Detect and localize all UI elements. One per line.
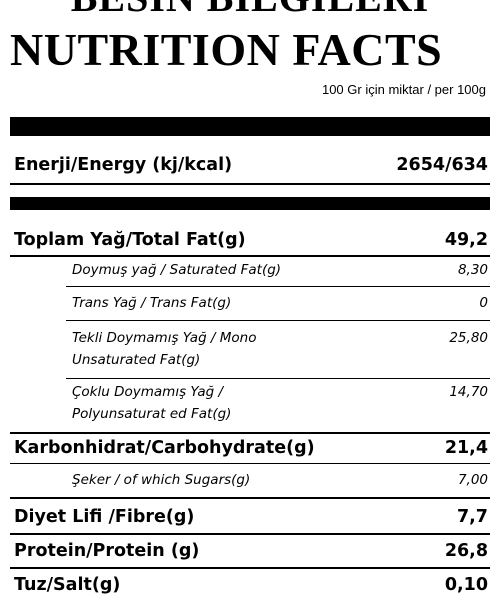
turkish-title: BESİN BİLGİLERİ	[0, 0, 500, 18]
saturated-fat-label: Doymuş yağ / Saturated Fat(g)	[72, 262, 282, 278]
divider	[10, 432, 490, 434]
sugars-value: 7,00	[457, 472, 488, 488]
trans-fat-value: 0	[479, 295, 488, 311]
poly-fat-label: Çoklu Doymamış Yağ / Polyunsaturat ed Fa…	[72, 384, 232, 422]
saturated-fat-row: Doymuş yağ / Saturated Fat(g) 8,30	[72, 259, 488, 281]
carbohydrate-row: Karbonhidrat/Carbohydrate(g) 21,4	[14, 437, 488, 459]
trans-fat-row: Trans Yağ / Trans Fat(g) 0	[72, 292, 488, 314]
thick-divider-middle	[10, 197, 490, 210]
mono-fat-value: 25,80	[449, 330, 488, 346]
fibre-row: Diyet Lifi /Fibre(g) 7,7	[14, 506, 488, 528]
divider	[66, 286, 490, 287]
fibre-label: Diyet Lifi /Fibre(g)	[14, 507, 195, 527]
salt-row: Tuz/Salt(g) 0,10	[14, 574, 488, 596]
divider	[10, 567, 490, 569]
thick-divider-top	[10, 117, 490, 136]
total-fat-label: Toplam Yağ/Total Fat(g)	[14, 230, 246, 250]
divider	[66, 320, 490, 321]
energy-underline	[10, 183, 490, 185]
protein-label: Protein/Protein (g)	[14, 541, 200, 561]
poly-fat-row: Çoklu Doymamış Yağ / Polyunsaturat ed Fa…	[72, 381, 488, 425]
energy-label: Enerji/Energy (kj/kcal)	[14, 155, 233, 175]
mono-fat-row: Tekli Doymamış Yağ / Mono Unsaturated Fa…	[72, 327, 488, 371]
salt-label: Tuz/Salt(g)	[14, 575, 121, 595]
divider	[10, 497, 490, 499]
trans-fat-label: Trans Yağ / Trans Fat(g)	[72, 295, 232, 311]
divider	[10, 255, 490, 257]
serving-size: 100 Gr için miktar / per 100g	[321, 82, 486, 97]
divider	[10, 463, 490, 464]
fibre-value: 7,7	[456, 507, 488, 527]
divider	[10, 533, 490, 535]
poly-fat-value: 14,70	[449, 384, 488, 400]
saturated-fat-value: 8,30	[457, 262, 488, 278]
sugars-label: Şeker / of which Sugars(g)	[72, 472, 251, 488]
sugars-row: Şeker / of which Sugars(g) 7,00	[72, 469, 488, 491]
energy-value: 2654/634	[396, 155, 488, 175]
total-fat-value: 49,2	[444, 230, 488, 250]
protein-row: Protein/Protein (g) 26,8	[14, 540, 488, 562]
carbohydrate-label: Karbonhidrat/Carbohydrate(g)	[14, 438, 315, 458]
protein-value: 26,8	[444, 541, 488, 561]
total-fat-row: Toplam Yağ/Total Fat(g) 49,2	[14, 229, 488, 251]
page-title: NUTRITION FACTS	[10, 24, 443, 75]
mono-fat-label: Tekli Doymamış Yağ / Mono Unsaturated Fa…	[72, 330, 257, 368]
carbohydrate-value: 21,4	[444, 438, 488, 458]
divider	[66, 378, 490, 379]
energy-row: Enerji/Energy (kj/kcal) 2654/634	[14, 154, 488, 176]
salt-value: 0,10	[444, 575, 488, 595]
